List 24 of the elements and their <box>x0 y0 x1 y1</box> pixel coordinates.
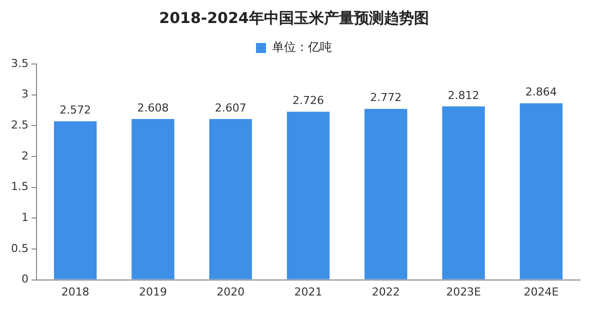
data-label: 2.864 <box>525 86 557 99</box>
y-tick-label: 3.5 <box>10 56 28 70</box>
data-label: 2.607 <box>214 101 246 114</box>
x-tick-label: 2022 <box>372 285 400 298</box>
x-tick-label: 2019 <box>138 285 167 298</box>
y-tick-label: 1.5 <box>10 180 28 194</box>
y-tick-label: 2 <box>21 149 28 162</box>
data-label: 2.772 <box>370 91 402 104</box>
y-tick-label: 0.5 <box>10 242 28 255</box>
y-tick-label: 2.5 <box>10 118 28 132</box>
data-label: 2.608 <box>137 101 169 114</box>
y-tick-label: 0 <box>21 272 28 286</box>
data-label: 2.812 <box>448 88 480 102</box>
y-tick-label: 3 <box>21 88 28 101</box>
x-tick-label: 2018 <box>61 285 90 298</box>
x-tick-label: 2021 <box>294 285 322 298</box>
x-tick-label: 2024E <box>524 285 559 298</box>
legend-label: 单位：亿吨 <box>272 40 332 54</box>
chart-title: 2018-2024年中国玉米产量预测趋势图 <box>159 8 429 27</box>
x-tick-label: 2023E <box>446 285 482 298</box>
y-tick-label: 1 <box>21 211 28 224</box>
x-tick-label: 2020 <box>216 285 245 298</box>
data-label: 2.572 <box>60 104 92 117</box>
data-label: 2.726 <box>292 94 324 108</box>
